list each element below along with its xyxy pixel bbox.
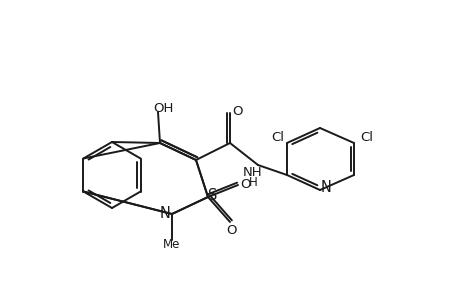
Text: Cl: Cl xyxy=(271,130,284,143)
Text: N: N xyxy=(320,181,331,196)
Text: O: O xyxy=(232,104,243,118)
Text: S: S xyxy=(208,188,217,202)
Text: Cl: Cl xyxy=(360,130,373,143)
Text: Me: Me xyxy=(163,238,180,251)
Text: O: O xyxy=(226,224,237,238)
Text: H: H xyxy=(248,176,257,190)
Text: OH: OH xyxy=(152,101,173,115)
Text: NH: NH xyxy=(243,167,262,179)
Text: N: N xyxy=(159,206,170,220)
Text: O: O xyxy=(240,178,251,190)
